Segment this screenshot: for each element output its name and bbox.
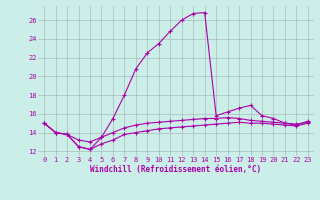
X-axis label: Windchill (Refroidissement éolien,°C): Windchill (Refroidissement éolien,°C) xyxy=(91,165,261,174)
